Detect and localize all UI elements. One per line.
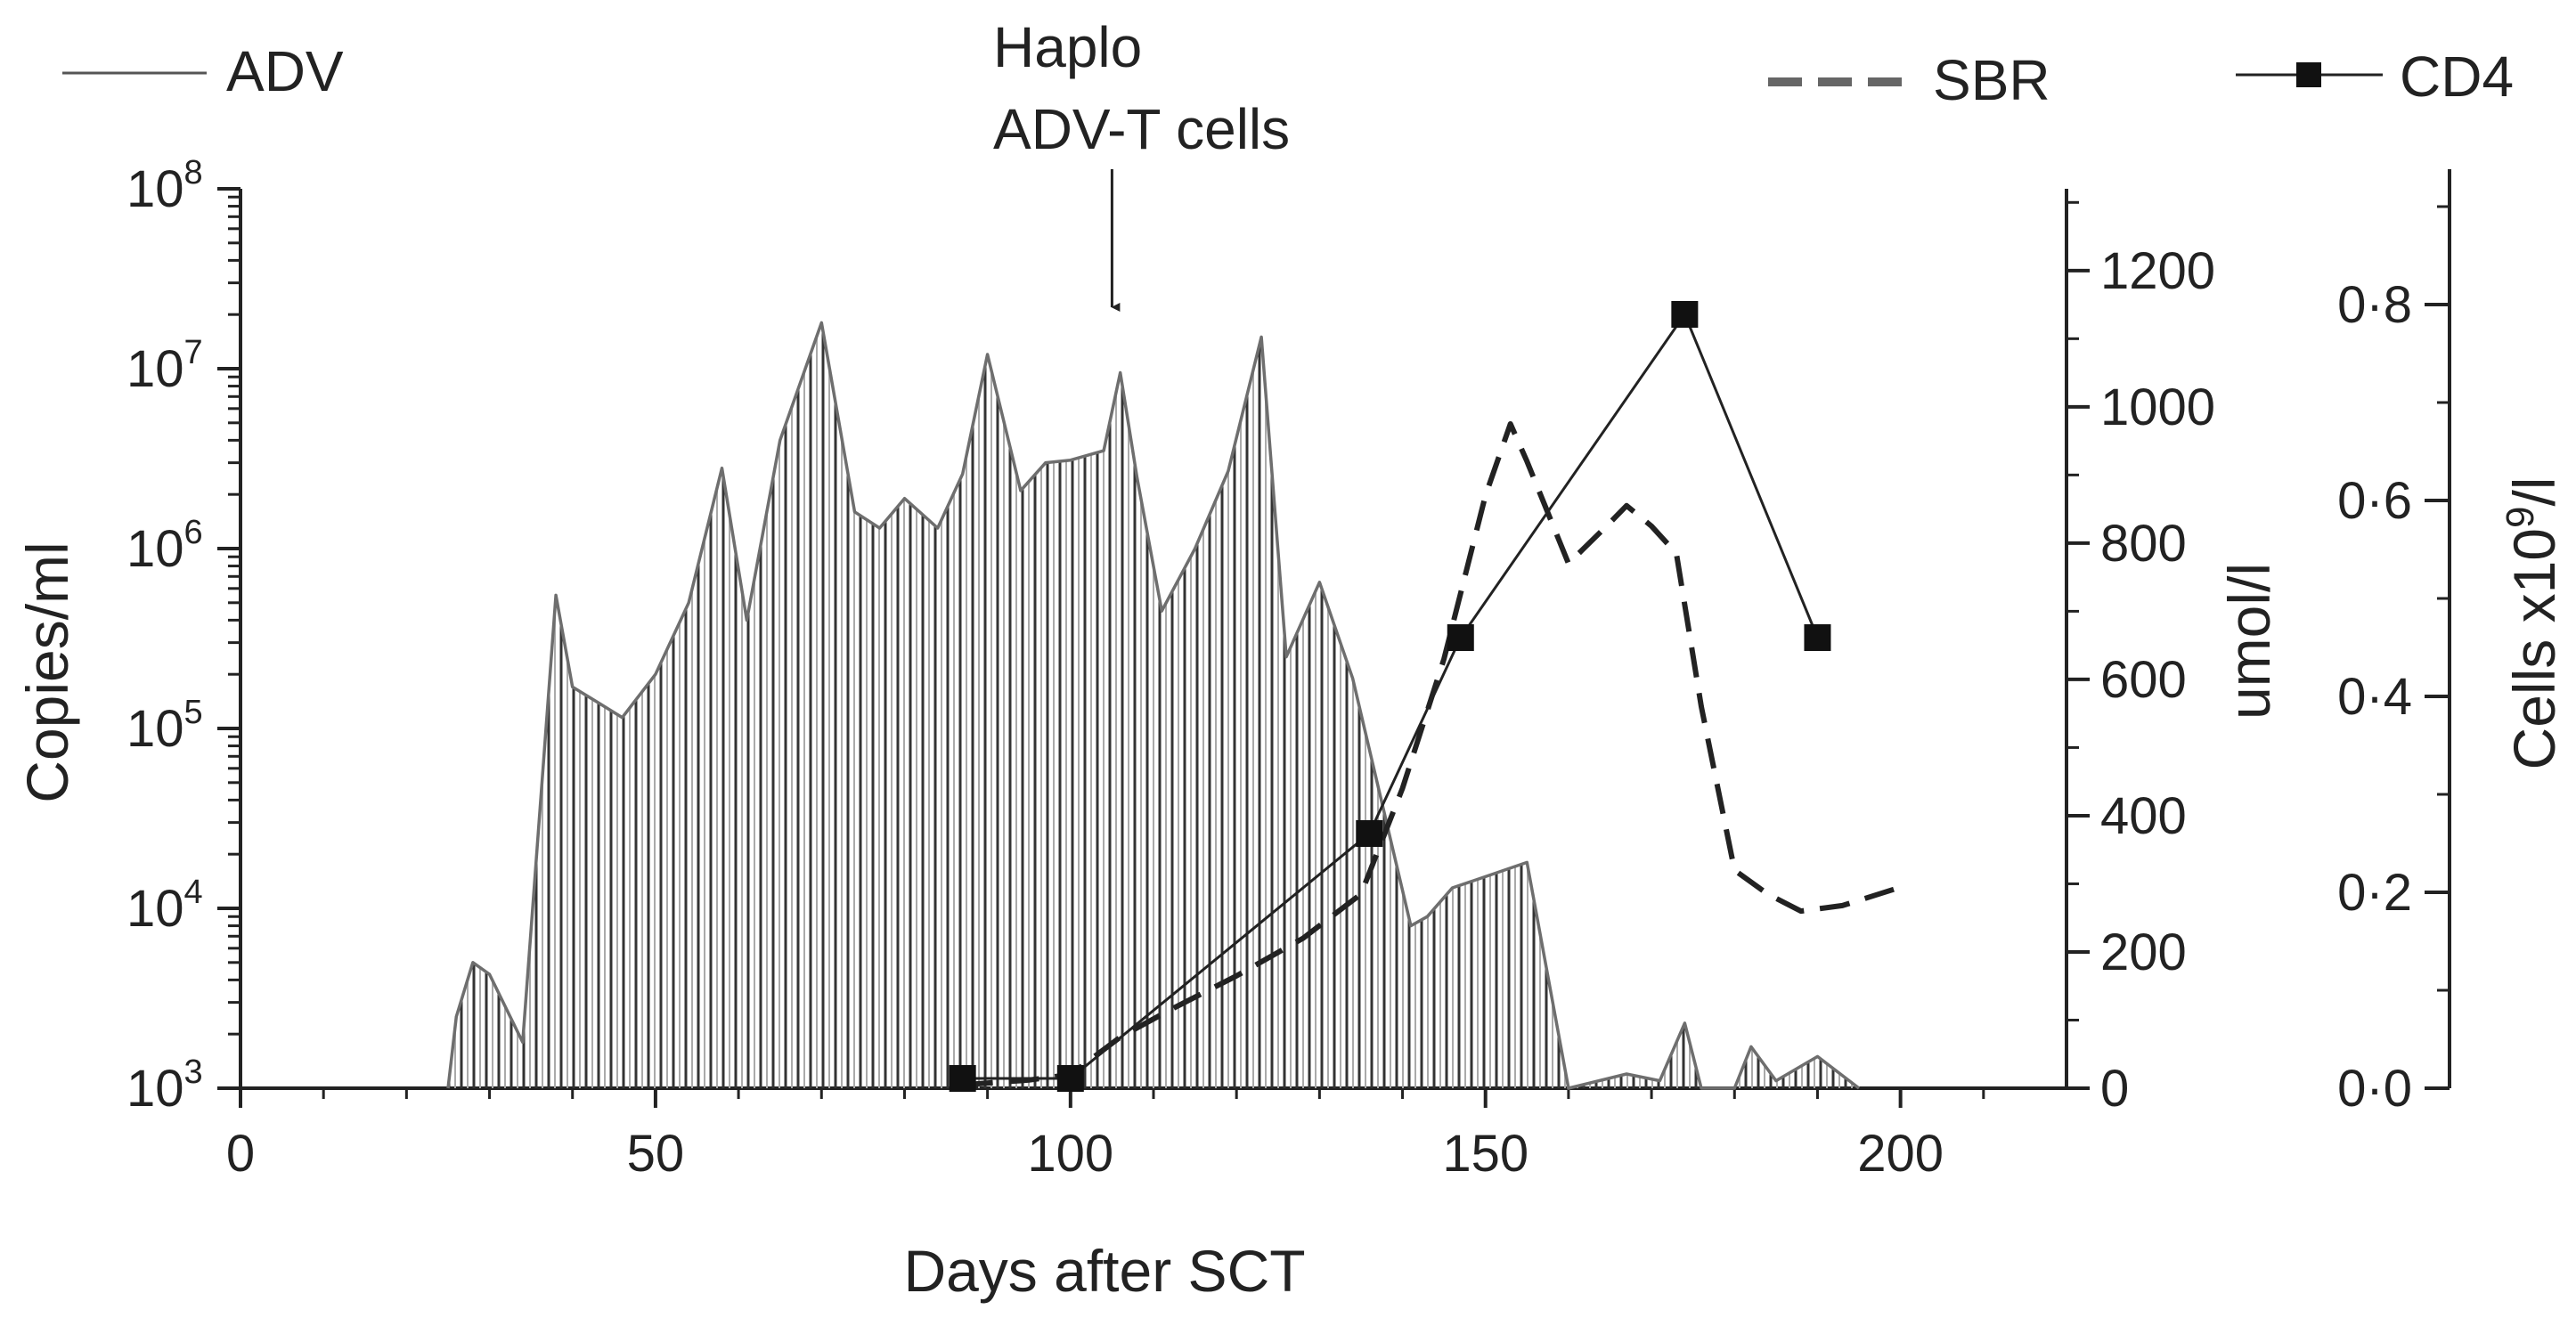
y-right-axis-title-exp: 9 <box>2499 507 2542 528</box>
y-right-axis-title-prefix: Cells x10 <box>2501 528 2567 769</box>
y-left-tick-label: 103 <box>126 1053 203 1118</box>
x-tick-label: 150 <box>1442 1125 1528 1183</box>
y-right-axis-title: Cells x109/l <box>2499 477 2567 770</box>
legend-sbr-label: SBR <box>1933 48 2050 112</box>
y-left-tick-label: 105 <box>126 694 203 758</box>
x-tick-label: 200 <box>1857 1125 1944 1183</box>
y-left-tick-label: 106 <box>126 514 203 578</box>
y-left-tick-label: 104 <box>126 874 203 938</box>
x-tick-label: 0 <box>226 1125 255 1183</box>
y-mid-tick-label: 200 <box>2100 923 2187 981</box>
y-mid-tick-label: 800 <box>2100 515 2187 573</box>
annotation-line1: Haplo <box>993 15 1142 79</box>
y-mid-tick-label: 1200 <box>2100 242 2215 300</box>
cd4-point <box>1804 624 1831 651</box>
legend-adv-label: ADV <box>226 39 344 103</box>
series-sbr-line <box>962 421 1902 1088</box>
tick-group: 0 50 100 150 200 103 104 105 106 107 108 0 200 400 600… <box>126 154 2450 1183</box>
cd4-point <box>1056 1065 1084 1092</box>
y-right-tick-label: 0·2 <box>2337 864 2412 922</box>
x-tick-label: 100 <box>1027 1125 1113 1183</box>
y-left-axis-title: Copies/ml <box>14 541 80 802</box>
y-right-tick-label: 0·6 <box>2337 472 2412 530</box>
adv-hatch <box>447 322 1860 1088</box>
y-right-axis-title-suffix: /l <box>2501 477 2567 507</box>
y-right-tick-label: 0·8 <box>2337 276 2412 334</box>
y-mid-axis-title: umol/l <box>2216 563 2282 720</box>
y-mid-tick-label: 400 <box>2100 787 2187 845</box>
legend: ADV SBR CD4 <box>62 39 2514 112</box>
y-mid-tick-label: 0 <box>2100 1060 2129 1118</box>
series-cd4-markers <box>949 301 1831 1092</box>
series-adv-line <box>446 321 1861 1090</box>
legend-cd4-marker <box>2296 62 2321 87</box>
cd4-point <box>1447 624 1474 651</box>
x-tick-label: 50 <box>627 1125 685 1183</box>
cd4-point <box>1671 301 1699 328</box>
y-right-tick-label: 0·4 <box>2337 668 2412 726</box>
cd4-point <box>949 1065 976 1092</box>
cd4-point <box>1356 820 1383 847</box>
series-cd4-line <box>962 311 1819 1080</box>
annotation-line2: ADV-T cells <box>993 97 1290 161</box>
y-mid-tick-label: 600 <box>2100 651 2187 709</box>
y-right-tick-label: 0·0 <box>2337 1060 2412 1118</box>
y-mid-tick-label: 1000 <box>2100 378 2215 436</box>
x-axis-title: Days after SCT <box>903 1238 1305 1304</box>
y-left-tick-label: 108 <box>126 154 203 218</box>
legend-cd4-label: CD4 <box>2400 45 2514 109</box>
annotation: Haplo ADV-T cells <box>993 15 1290 312</box>
y-left-tick-label: 107 <box>126 334 203 398</box>
